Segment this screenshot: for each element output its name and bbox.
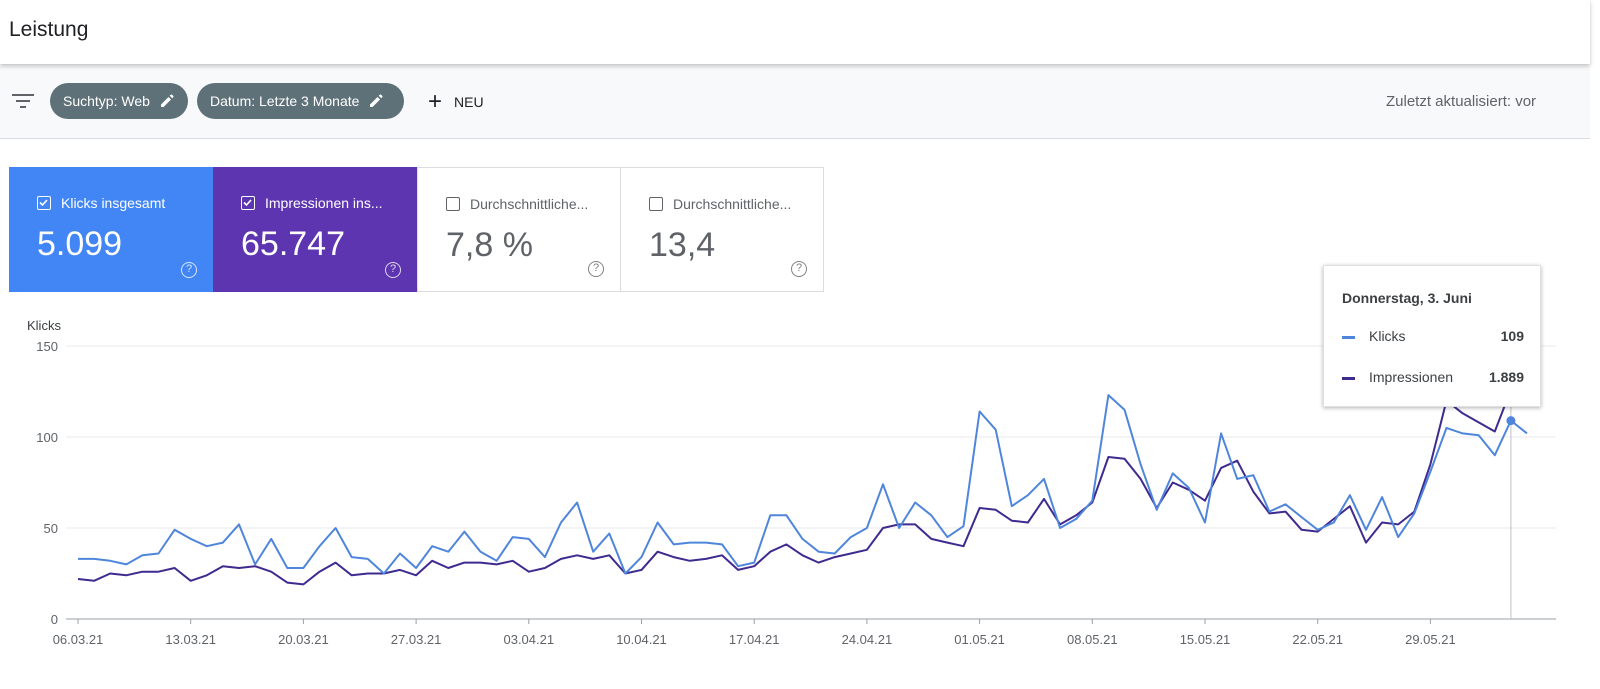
date-label: Datum: Letzte 3 Monate — [210, 93, 360, 109]
filter-bar: Suchtyp: Web Datum: Letzte 3 Monate + NE… — [0, 66, 1590, 139]
legend-swatch — [1342, 377, 1355, 380]
x-tick-label: 03.04.21 — [503, 632, 554, 647]
x-tick-label: 01.05.21 — [954, 632, 1005, 647]
tooltip-row-impressions: Impressionen 1.889 — [1342, 369, 1524, 389]
metric-value: 65.747 — [241, 225, 345, 263]
metric-label: Impressionen ins... — [265, 195, 383, 211]
metric-card-impressions[interactable]: Impressionen ins... 65.747 ? — [213, 167, 417, 292]
x-tick-label: 06.03.21 — [53, 632, 104, 647]
tooltip-series-value: 109 — [1500, 328, 1524, 344]
y-tick-label: 50 — [44, 521, 58, 536]
tooltip-series-value: 1.889 — [1488, 369, 1524, 385]
help-icon[interactable]: ? — [385, 262, 401, 278]
checkbox-unchecked-icon[interactable] — [446, 197, 460, 211]
chart-svg: Klicks 0 50 100 150 06.03.21 13.03.21 20.03.21 2… — [27, 318, 1556, 647]
search-type-label: Suchtyp: Web — [63, 93, 150, 109]
x-tick-label: 22.05.21 — [1292, 632, 1343, 647]
performance-chart: Klicks 0 50 100 150 06.03.21 13.03.21 20.03.21 2… — [0, 300, 1600, 684]
x-tick-label: 17.04.21 — [729, 632, 780, 647]
date-chip[interactable]: Datum: Letzte 3 Monate — [197, 83, 404, 119]
filter-icon[interactable] — [12, 92, 34, 110]
x-tick-label: 10.04.21 — [616, 632, 667, 647]
highlighted-point — [1506, 416, 1516, 426]
edit-icon — [160, 94, 174, 107]
series-line-impressionen — [77, 388, 1527, 586]
checkbox-checked-icon[interactable] — [37, 196, 51, 210]
legend-swatch — [1342, 336, 1355, 339]
metric-label: Durchschnittliche... — [470, 196, 589, 212]
chart-tooltip: Donnerstag, 3. Juni Klicks 109 Impressio… — [1323, 265, 1541, 407]
top-bar: Leistung — [0, 0, 1590, 64]
x-tick-label: 24.04.21 — [842, 632, 893, 647]
series-line-klicks — [78, 394, 1528, 575]
metric-value: 5.099 — [37, 225, 123, 263]
x-tick-label: 27.03.21 — [391, 632, 442, 647]
help-icon[interactable]: ? — [588, 261, 604, 277]
new-filter-button[interactable]: + NEU — [428, 89, 484, 115]
x-tick-label: 29.05.21 — [1405, 632, 1456, 647]
search-type-chip[interactable]: Suchtyp: Web — [50, 83, 188, 119]
tooltip-date: Donnerstag, 3. Juni — [1342, 290, 1472, 306]
metric-card-ctr[interactable]: Durchschnittliche... 7,8 % ? — [417, 167, 621, 292]
x-tick-label: 13.03.21 — [165, 632, 216, 647]
metric-card-position[interactable]: Durchschnittliche... 13,4 ? — [620, 167, 824, 292]
metric-value: 13,4 — [649, 226, 716, 264]
new-filter-label: NEU — [454, 94, 484, 110]
y-axis-label: Klicks — [27, 318, 61, 333]
metric-label: Klicks insgesamt — [61, 195, 166, 211]
metric-card-clicks[interactable]: Klicks insgesamt 5.099 ? — [9, 167, 213, 292]
edit-icon — [370, 94, 383, 107]
y-tick-label: 100 — [36, 430, 58, 445]
plus-icon: + — [428, 88, 443, 115]
checkbox-unchecked-icon[interactable] — [649, 197, 663, 211]
x-tick-label: 08.05.21 — [1067, 632, 1118, 647]
page-title: Leistung — [9, 18, 89, 41]
metric-value: 7,8 % — [446, 226, 533, 264]
y-tick-label: 0 — [51, 612, 58, 627]
tooltip-series-name: Klicks — [1369, 328, 1406, 344]
checkbox-checked-icon[interactable] — [241, 196, 255, 210]
metric-label: Durchschnittliche... — [673, 196, 792, 212]
help-icon[interactable]: ? — [181, 262, 197, 278]
tooltip-row-clicks: Klicks 109 — [1342, 328, 1524, 348]
y-tick-label: 150 — [36, 339, 58, 354]
help-icon[interactable]: ? — [791, 261, 807, 277]
x-tick-label: 20.03.21 — [278, 632, 329, 647]
tooltip-series-name: Impressionen — [1369, 369, 1454, 385]
last-updated-text: Zuletzt aktualisiert: vor — [1386, 93, 1537, 110]
x-tick-label: 15.05.21 — [1180, 632, 1231, 647]
